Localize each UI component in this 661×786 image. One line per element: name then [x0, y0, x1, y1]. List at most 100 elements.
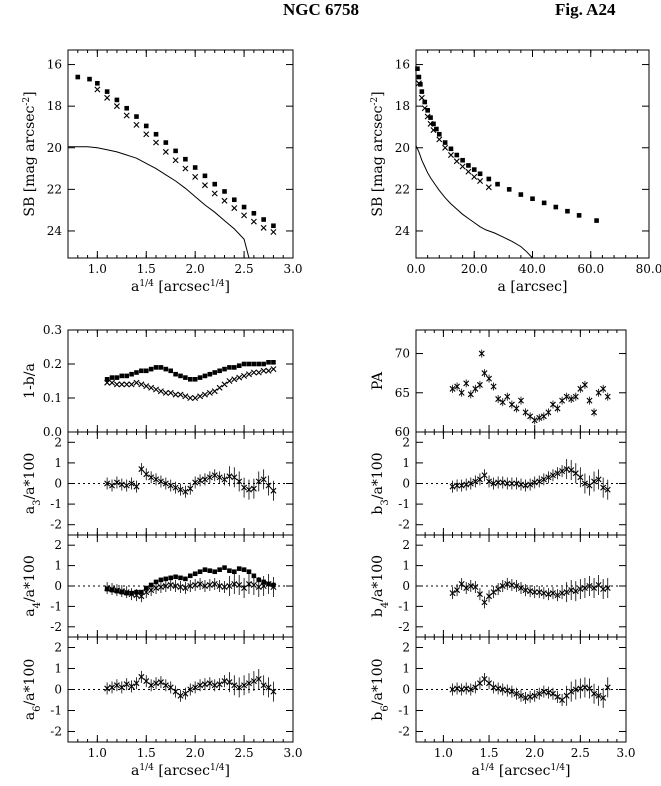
ellipticity-point-cross [172, 391, 179, 398]
sb_vs_a-point-square [530, 196, 535, 202]
sb_vs_r14-point-cross [123, 112, 130, 119]
sb_vs_r14-point-square [261, 217, 266, 222]
a4-ytick-label: -2 [50, 620, 62, 634]
panel-sb_vs_r14: 1.0 1.5 2.0 2.5 3.0 16 18 20 22 24 SB [mag arcsec-… [22, 49, 303, 295]
sb_vs_a-point-cross [459, 163, 466, 170]
sb_vs_a-ylabel: SB [mag arcsec-2] [370, 91, 386, 216]
ellipticity-point-square [207, 371, 213, 377]
b6-ytick-label: 2 [402, 641, 410, 655]
galaxy-title: NGC 6758 [283, 0, 360, 19]
sb_vs_a-point-cross [418, 94, 425, 101]
a6-xtick-label: 2.5 [235, 746, 254, 760]
b6-xtick-label: 1.5 [479, 746, 498, 760]
ellipticity-point-square [187, 377, 193, 382]
a6-xlabel: a1/4 [arcsec1/4] [131, 763, 230, 779]
sb_vs_a-point-square [428, 115, 433, 120]
sb_vs_r14-point-cross [113, 103, 120, 110]
sb_vs_r14-point-square [212, 181, 218, 187]
sb_vs_r14-point-cross [211, 190, 218, 197]
ellipticity-point-square [202, 373, 208, 379]
ellipticity-point-cross [109, 379, 116, 386]
sb_vs_a-point-square [422, 99, 428, 105]
a6-xtick-label: 1.5 [137, 746, 156, 760]
ellipticity-point-cross [123, 381, 130, 388]
sb_vs_r14-ytick-label: 22 [47, 182, 62, 196]
ellipticity-point-cross [192, 395, 199, 401]
sb_vs_a-point-cross [430, 127, 437, 134]
sb_vs_r14-point-square [173, 148, 178, 154]
b6-ytick-label: -1 [398, 704, 410, 718]
sb_vs_a-point-square [416, 74, 422, 80]
ellipticity-point-square [158, 365, 164, 370]
b6-ytick-label: 1 [402, 662, 410, 676]
sb_vs_r14-ytick-label: 24 [47, 224, 63, 238]
a4-point-square [183, 576, 188, 582]
a4-point-square [178, 575, 183, 581]
ellipticity-point-square [119, 373, 125, 379]
b6-xtick-label: 2.5 [571, 746, 590, 760]
a4-point-square [187, 573, 193, 579]
a6-xtick-label: 3.0 [283, 746, 302, 760]
a4-point-square [232, 569, 237, 575]
sb_vs_a-point-square [576, 213, 582, 218]
sb_vs_r14-point-cross [231, 205, 238, 212]
ellipticity-point-cross [201, 391, 208, 398]
panel-a6: 1.0 1.5 2.0 2.5 3.0 -2 -1 0 1 2 a6/a*100 a1/4 [arcs… [22, 636, 303, 779]
ellipticity-point-cross [153, 386, 160, 393]
sb_vs_a-point-square [431, 121, 436, 127]
sb_vs_r14-xtick-label: 3.0 [283, 262, 302, 276]
ellipticity-point-cross [128, 381, 135, 388]
sb_vs_r14-point-cross [133, 121, 140, 128]
sb_vs_a-point-square [437, 131, 442, 137]
ellipticity-point-square [271, 360, 276, 365]
sb_vs_a-point-square [425, 108, 430, 113]
a3-ytick-label: -2 [50, 518, 62, 532]
sb_vs_a-point-cross [465, 168, 472, 175]
a6-ytick-label: 1 [54, 662, 62, 676]
ellipticity-point-cross [113, 381, 120, 388]
b6-xtick-label: 2.0 [525, 746, 544, 760]
ellipticity-point-square [256, 361, 262, 367]
sb_vs_a-point-square [454, 152, 460, 158]
sb_vs_r14-point-square [104, 89, 110, 94]
b4-ytick-label: -1 [398, 599, 410, 613]
ellipticity-point-cross [138, 381, 145, 388]
ellipticity-point-cross [104, 379, 111, 386]
sb_vs_r14-point-cross [182, 165, 189, 172]
a4-point-square [241, 567, 247, 572]
sb_vs_a-xtick-label: 80.0 [636, 262, 661, 276]
sb_vs_a-point-cross [442, 144, 449, 151]
sb_vs_a-point-cross [427, 120, 434, 127]
a4-point-square [163, 576, 169, 582]
ellipticity-point-square [168, 368, 174, 374]
sb_vs_r14-xtick-label: 1.0 [88, 262, 107, 276]
sb_vs_a-point-square [415, 66, 420, 72]
sb_vs_r14-ytick-label: 20 [47, 141, 62, 155]
panel-a3: -2 -1 0 1 2 a3/a*100 [22, 431, 294, 536]
a3-ytick-label: 1 [54, 456, 62, 470]
b6-ylabel: b6/a*100 [370, 658, 391, 720]
a4-point-square [202, 567, 208, 572]
ellipticity-point-square [232, 365, 237, 370]
a4-ytick-label: -1 [50, 599, 62, 613]
a6-ytick-label: 0 [54, 683, 62, 697]
b4-ytick-label: -2 [398, 620, 410, 634]
ellipticity-ytick-label: 0.1 [43, 391, 62, 405]
sb_vs_a-point-square [471, 167, 477, 172]
sb_vs_a-ytick-label: 18 [395, 99, 410, 113]
a4-point-square [173, 574, 178, 580]
ellipticity-point-square [148, 366, 154, 372]
a4-point-square [222, 565, 227, 570]
sb_vs_a-point-cross [415, 80, 422, 87]
sb_vs_a-point-square [486, 176, 492, 182]
sb_vs_r14-point-square [241, 204, 247, 210]
ellipticity-point-cross [157, 388, 164, 395]
a6-xtick-label: 1.0 [88, 746, 107, 760]
ellipticity-point-square [197, 375, 203, 380]
ellipticity-point-cross [167, 389, 174, 396]
sb_vs_r14-point-square [251, 210, 257, 216]
a4-point-square [207, 568, 213, 573]
a6-ytick-label: 2 [54, 641, 62, 655]
sb_vs_r14-ytick-label: 18 [47, 99, 62, 113]
